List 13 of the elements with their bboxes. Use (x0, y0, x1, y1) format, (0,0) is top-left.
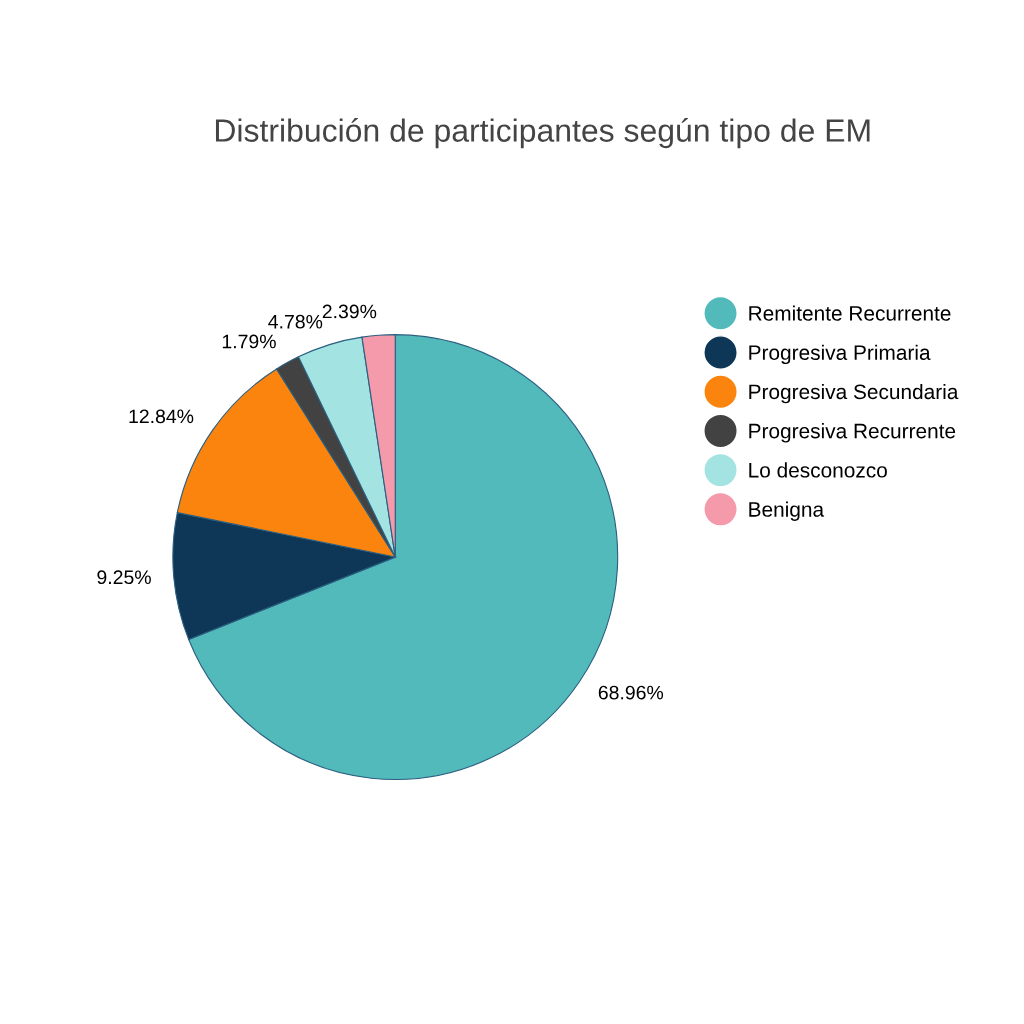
legend-label: Benigna (749, 501, 825, 521)
data-label: 4.78% (268, 314, 323, 329)
chart-title: Distribución de participantes según tipo de EM (215, 118, 870, 149)
legend-label: Progresiva Recurrente (749, 423, 956, 443)
legend-label: Lo desconozco (749, 462, 887, 478)
data-label: 2.39% (322, 304, 377, 319)
data-label: 1.79% (222, 334, 276, 349)
data-label: 12.84% (129, 409, 194, 424)
legend-label: Progresiva Secundaria (749, 383, 959, 404)
legend-label: Remitente Recurrente (749, 305, 951, 321)
legend-label: Progresiva Primaria (749, 344, 931, 365)
data-label: 9.25% (97, 570, 151, 585)
data-label: 68.96% (598, 685, 664, 700)
